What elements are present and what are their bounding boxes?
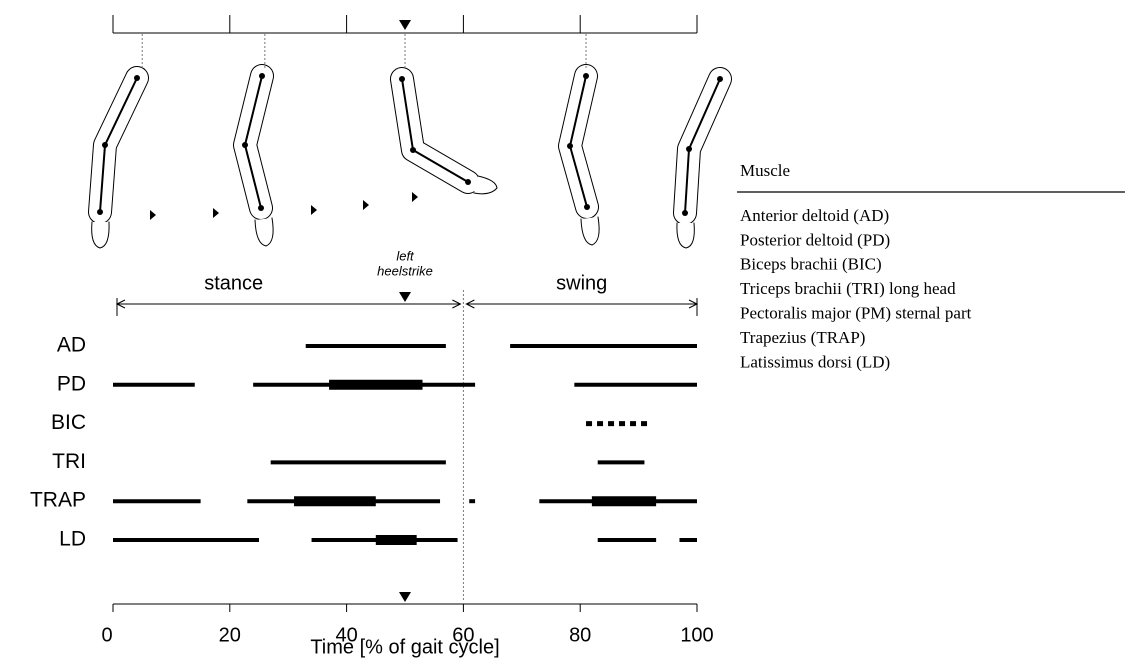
phase-label: stance <box>204 272 263 294</box>
event-marker <box>399 592 411 602</box>
event-label: left <box>396 248 415 263</box>
x-tick-label: 20 <box>219 624 241 646</box>
event-label: heelstrike <box>377 263 433 278</box>
table-row: Trapezius (TRAP) <box>740 328 865 347</box>
arm <box>233 64 274 247</box>
arm <box>558 64 600 246</box>
table-row: Biceps brachii (BIC) <box>740 255 882 274</box>
event-marker <box>399 292 411 302</box>
row-label: TRAP <box>30 489 86 512</box>
phase-label: swing <box>556 272 607 294</box>
table-row: Triceps brachii (TRI) long head <box>740 279 956 298</box>
table-row: Posterior deltoid (PD) <box>740 230 890 249</box>
x-axis-title: Time [% of gait cycle] <box>310 636 499 658</box>
arm <box>390 67 498 195</box>
row-label: TRI <box>52 450 86 473</box>
table-row: Anterior deltoid (AD) <box>740 206 889 225</box>
arm-illustrations <box>88 64 732 249</box>
row-label: LD <box>59 528 86 551</box>
row-label: PD <box>57 372 86 395</box>
x-tick-label: 80 <box>569 624 591 646</box>
table-header: Muscle <box>740 161 790 180</box>
table-row: Pectoralis major (PM) sternal part <box>740 304 972 323</box>
motion-arrows <box>150 192 418 220</box>
x-tick-label: 100 <box>680 624 713 646</box>
row-label: AD <box>57 334 86 357</box>
arm <box>673 67 732 249</box>
x-tick-label: 60 <box>452 624 474 646</box>
arrow-head <box>465 299 475 309</box>
arrow-head <box>452 299 462 309</box>
row-label: BIC <box>51 411 86 434</box>
x-tick-label: 40 <box>335 624 357 646</box>
x-tick-label: 0 <box>101 624 112 646</box>
event-marker <box>399 20 411 30</box>
arm <box>88 66 149 249</box>
table-row: Latissimus dorsi (LD) <box>740 352 890 371</box>
